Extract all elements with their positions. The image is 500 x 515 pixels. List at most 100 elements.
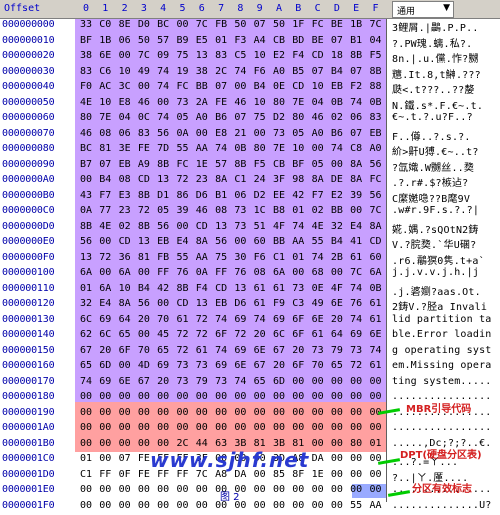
hex-byte[interactable]: 56 xyxy=(157,220,170,232)
hex-byte[interactable]: 00 xyxy=(330,391,343,402)
hex-byte[interactable]: 55 xyxy=(176,251,189,263)
hex-byte[interactable]: 00 xyxy=(330,267,343,278)
hex-byte[interactable]: 8B xyxy=(369,65,382,77)
text-column[interactable]: ?氙嬂.W嬲丝..奦 xyxy=(392,162,475,174)
hex-byte[interactable]: 00 xyxy=(369,375,382,387)
hex-byte[interactable]: 00 xyxy=(330,158,343,170)
hex-byte[interactable]: 74 xyxy=(157,81,170,92)
hex-byte[interactable]: 00 xyxy=(330,406,343,418)
hex-byte[interactable]: 61 xyxy=(253,282,266,294)
hex-byte[interactable]: 83 xyxy=(137,127,150,139)
hex-byte[interactable]: 00 xyxy=(330,422,343,433)
hex-byte[interactable]: 61 xyxy=(369,298,382,309)
hex-byte[interactable]: 00 xyxy=(137,267,150,278)
hex-byte[interactable]: 10 xyxy=(99,96,112,108)
hex-byte[interactable]: 13 xyxy=(137,236,150,247)
hex-byte[interactable]: 10 xyxy=(253,50,266,61)
hex-byte[interactable]: 65 xyxy=(330,360,343,371)
hex-byte[interactable]: 00 xyxy=(350,468,363,480)
text-column[interactable]: j.j.v.v.j.h.|j xyxy=(392,267,480,278)
hex-byte[interactable]: 6C xyxy=(99,329,112,340)
hex-byte[interactable]: 60 xyxy=(253,236,266,247)
hex-byte[interactable]: 00 xyxy=(253,127,266,139)
hex-byte[interactable]: 07 xyxy=(350,65,363,77)
hex-byte[interactable]: 7E xyxy=(292,96,305,108)
hex-byte[interactable]: 00 xyxy=(137,81,150,92)
hex-byte[interactable]: A4 xyxy=(253,34,266,46)
hex-byte[interactable]: 4D xyxy=(137,360,150,371)
hex-byte[interactable]: CD xyxy=(311,50,324,61)
hex-byte[interactable]: FF xyxy=(215,267,228,278)
hex-byte[interactable]: 8A xyxy=(195,236,208,247)
hex-byte[interactable]: FF xyxy=(157,267,170,278)
hex-byte[interactable]: 00 xyxy=(137,499,150,511)
hex-byte[interactable]: E3 xyxy=(118,189,131,201)
text-column[interactable]: 瓞<.t???..??嫠 xyxy=(392,85,475,96)
hex-byte[interactable]: A9 xyxy=(137,158,150,170)
text-column[interactable]: 婲.媀.?sQOtN2鋳 xyxy=(392,224,479,236)
hex-byte[interactable]: D0 xyxy=(137,19,150,30)
hex-byte[interactable]: 00 xyxy=(350,422,363,433)
hex-byte[interactable]: 00 xyxy=(79,499,93,511)
hex-byte[interactable]: 72 xyxy=(176,329,189,340)
hex-byte[interactable]: 07 xyxy=(330,34,343,46)
hex-byte[interactable]: 0B xyxy=(369,96,382,108)
hex-byte[interactable]: 74 xyxy=(234,65,247,77)
hex-byte[interactable]: CB xyxy=(272,158,286,170)
hex-byte[interactable]: 73 xyxy=(272,127,286,139)
hex-byte[interactable]: 19 xyxy=(176,65,189,77)
hex-byte[interactable]: 81 xyxy=(137,251,150,263)
hex-byte[interactable]: BB xyxy=(272,236,286,247)
hex-byte[interactable]: 80 xyxy=(272,96,286,108)
hex-byte[interactable]: 8B xyxy=(137,220,150,232)
hex-byte[interactable]: 8A xyxy=(369,220,382,232)
hex-byte[interactable]: B6 xyxy=(215,112,228,123)
hex-byte[interactable]: 86 xyxy=(176,189,189,201)
hex-byte[interactable]: A0 xyxy=(195,112,208,123)
hex-byte[interactable]: 6A xyxy=(272,267,286,278)
hex-byte[interactable]: 05 xyxy=(176,112,189,123)
hex-byte[interactable]: 57 xyxy=(157,34,170,46)
hex-byte[interactable]: 6C xyxy=(272,329,286,340)
hex-byte[interactable]: 7C xyxy=(195,468,208,480)
hex-byte[interactable]: 01 xyxy=(79,282,93,294)
hex-byte[interactable]: 69 xyxy=(215,360,228,371)
hex-byte[interactable]: 3C xyxy=(118,81,131,92)
hex-byte[interactable]: 74 xyxy=(215,344,228,356)
hex-byte[interactable]: E5 xyxy=(195,34,208,46)
hex-byte[interactable]: B1 xyxy=(215,189,228,201)
hex-byte[interactable]: 70 xyxy=(157,313,170,325)
hex-byte[interactable]: 10 xyxy=(292,143,305,154)
hex-byte[interactable]: F3 xyxy=(234,34,247,46)
hex-byte[interactable]: 39 xyxy=(176,205,189,216)
hex-byte[interactable]: EE xyxy=(272,189,286,201)
hex-byte[interactable]: BF xyxy=(292,158,305,170)
hex-byte[interactable]: 00 xyxy=(137,406,150,418)
hex-byte[interactable]: B4 xyxy=(330,236,343,247)
hex-byte[interactable]: 00 xyxy=(369,484,382,495)
hex-byte[interactable]: F4 xyxy=(292,50,305,61)
hex-byte[interactable]: 56 xyxy=(79,236,93,247)
hex-byte[interactable]: 06 xyxy=(350,112,363,123)
hex-byte[interactable]: 69 xyxy=(350,329,363,340)
hex-byte[interactable]: 67 xyxy=(137,375,150,387)
text-column[interactable]: 兤.It.8,t鰰.??? xyxy=(392,69,481,81)
hex-byte[interactable]: 00 xyxy=(79,437,93,449)
hex-byte[interactable]: AA xyxy=(195,251,208,263)
hex-byte[interactable]: 6A xyxy=(369,267,382,278)
hex-byte[interactable]: 00 xyxy=(234,422,247,433)
hex-byte[interactable]: 00 xyxy=(292,484,305,495)
hex-byte[interactable]: 76 xyxy=(234,267,247,278)
hex-byte[interactable]: 46 xyxy=(234,96,247,108)
hex-byte[interactable]: 07 xyxy=(253,19,266,30)
hex-byte[interactable]: 1E xyxy=(195,158,208,170)
hex-byte[interactable]: FF xyxy=(176,453,189,464)
hex-byte[interactable]: 00 xyxy=(253,391,266,402)
hex-byte[interactable]: 73 xyxy=(234,205,247,216)
hex-byte[interactable]: D2 xyxy=(272,112,286,123)
hex-byte[interactable]: F7 xyxy=(99,189,112,201)
hex-byte[interactable]: E8 xyxy=(118,96,131,108)
hex-byte[interactable]: 00 xyxy=(350,453,363,464)
hex-byte[interactable]: EB xyxy=(369,127,382,139)
hex-byte[interactable]: 72 xyxy=(195,313,208,325)
